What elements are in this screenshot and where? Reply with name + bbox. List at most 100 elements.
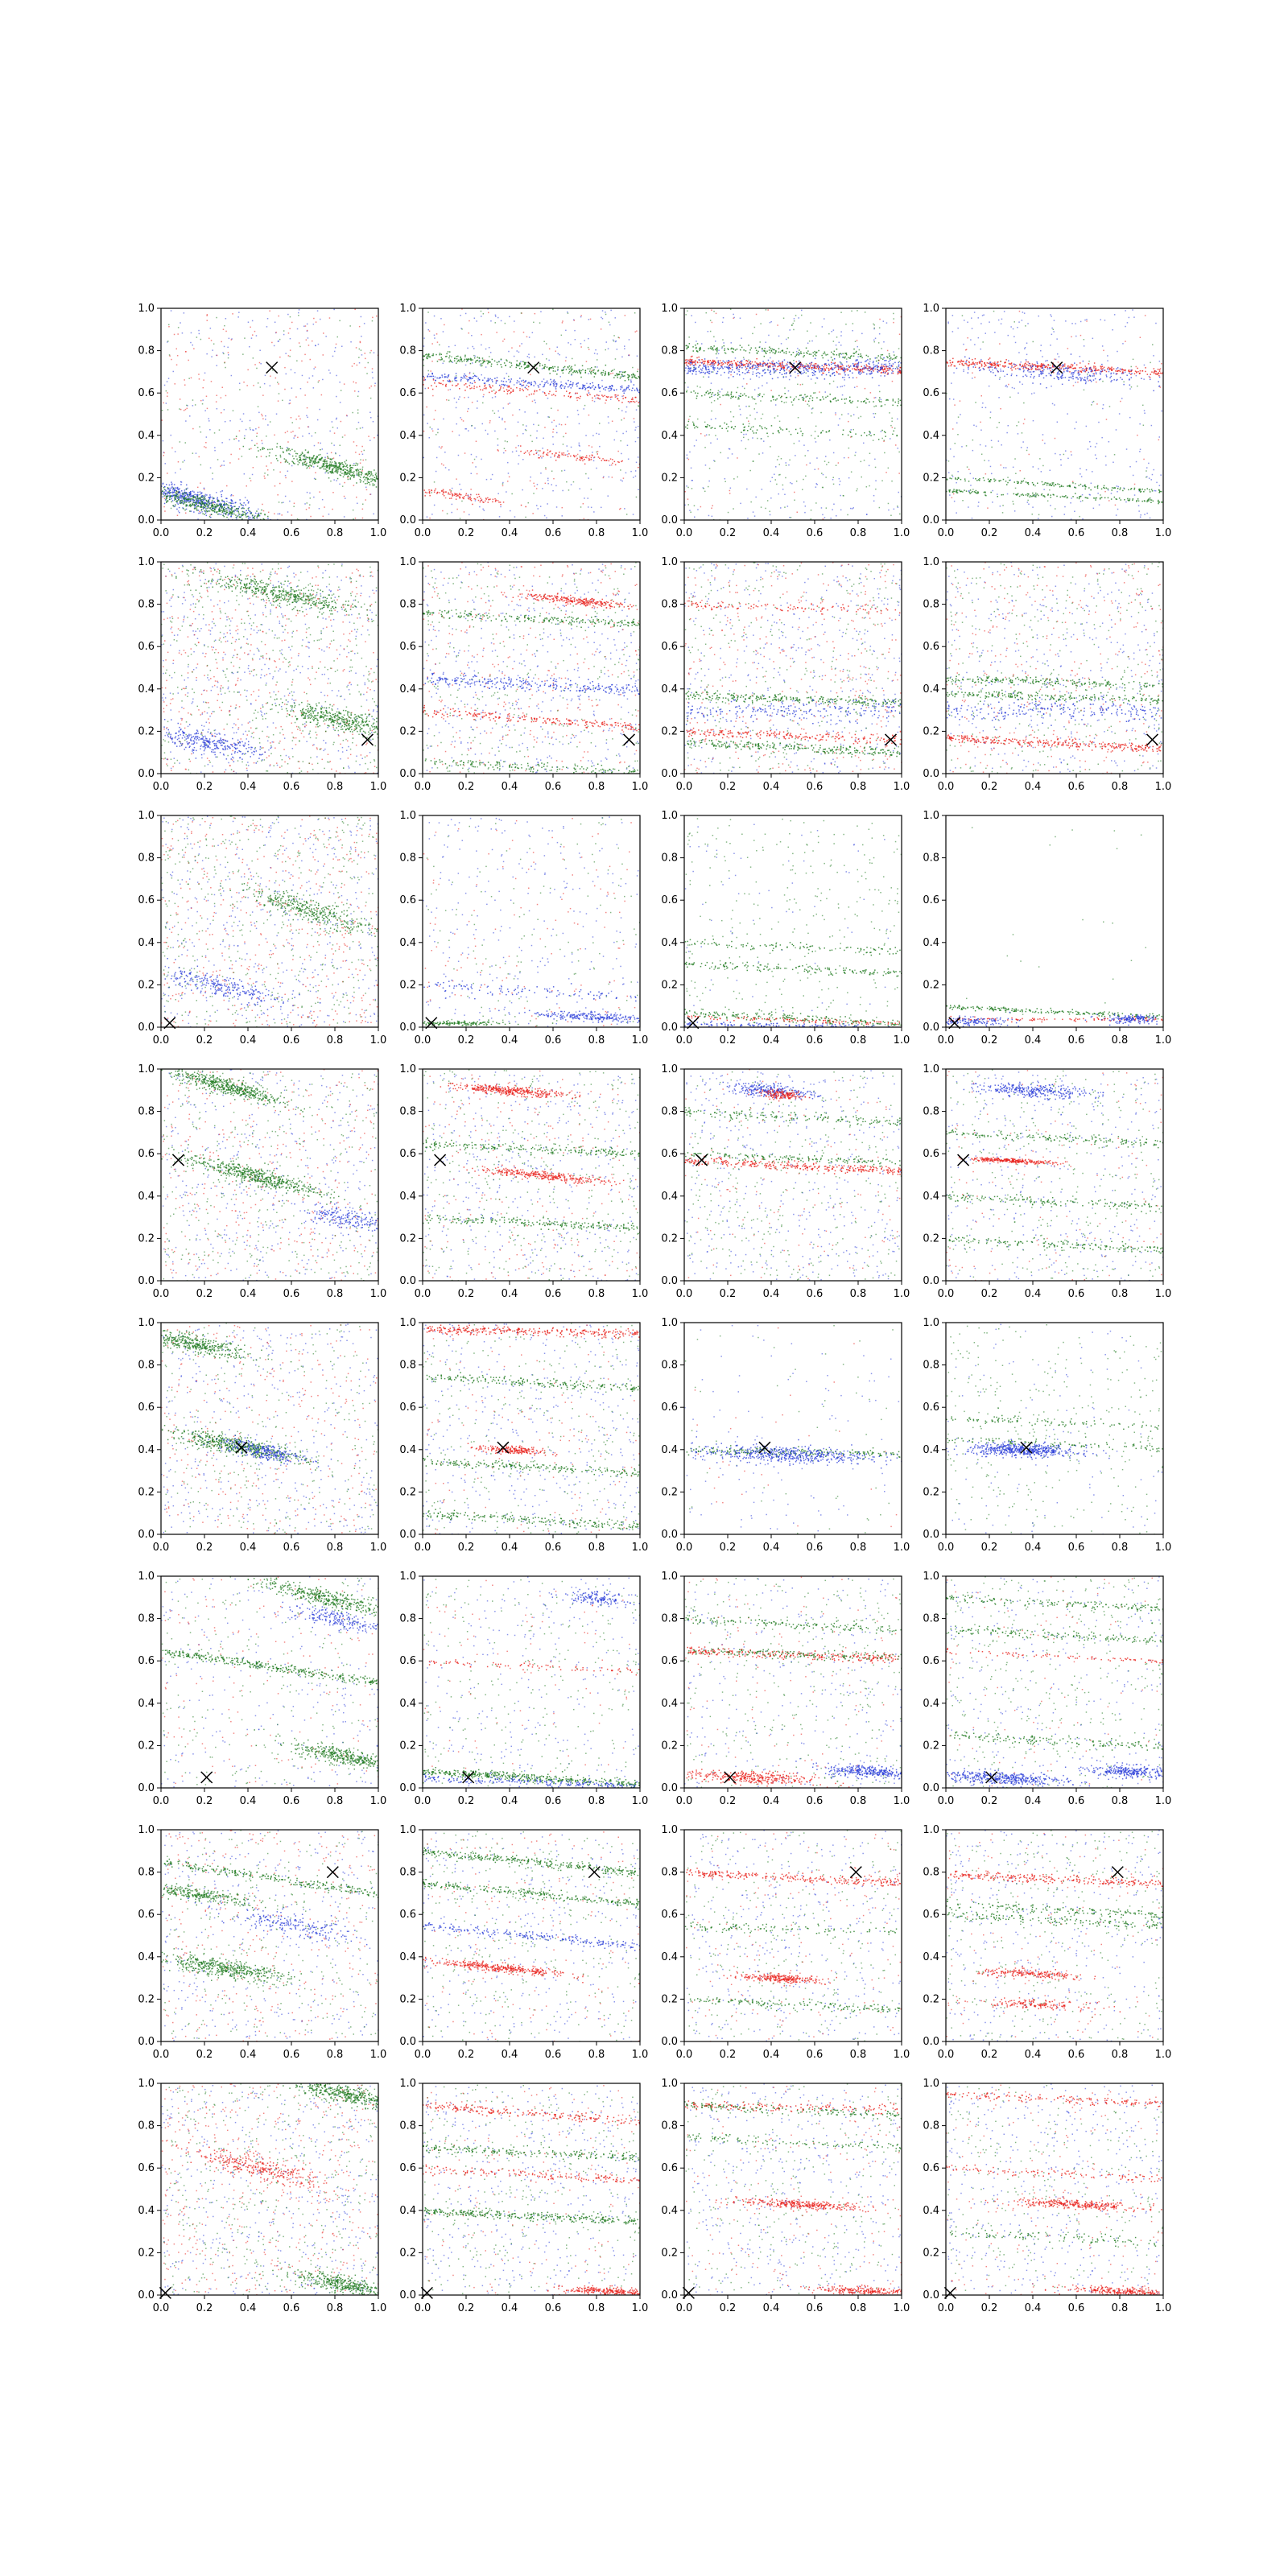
scatter-point	[221, 493, 222, 496]
scatter-point	[231, 507, 233, 509]
scatter-point	[785, 376, 787, 378]
x-tick-label: 1.0	[632, 527, 649, 539]
scatter-point	[507, 481, 509, 482]
scatter-point	[214, 447, 216, 448]
scatter-point	[710, 419, 712, 420]
scatter-point	[774, 371, 776, 373]
scatter-point	[891, 369, 893, 371]
scatter-point	[307, 452, 308, 454]
scatter-point	[741, 360, 742, 362]
scatter-point	[222, 510, 224, 511]
scatter-point	[452, 431, 453, 432]
scatter-point	[746, 383, 748, 385]
scatter-point	[291, 448, 293, 451]
scatter-point	[216, 365, 217, 366]
scatter-point	[489, 384, 490, 386]
scatter-point	[602, 477, 605, 479]
scatter-point	[601, 460, 603, 461]
scatter-point	[204, 502, 205, 503]
scatter-point	[431, 375, 433, 378]
scatter-point	[700, 506, 702, 508]
scatter-point	[819, 368, 822, 369]
scatter-point	[229, 508, 231, 510]
scatter-point	[234, 506, 236, 507]
scatter-point	[213, 510, 216, 513]
scatter-point	[250, 480, 252, 481]
scatter-point	[811, 369, 813, 370]
scatter-point	[713, 460, 715, 461]
scatter-point	[460, 328, 462, 329]
scatter-point	[536, 412, 539, 414]
scatter-point	[350, 474, 352, 477]
scatter-point	[442, 331, 444, 332]
scatter-point	[326, 460, 328, 462]
scatter-point	[167, 492, 170, 493]
scatter-point	[204, 495, 206, 497]
scatter-point	[559, 385, 562, 386]
scatter-point	[508, 350, 510, 353]
scatter-point	[543, 452, 544, 455]
axes-frame	[422, 308, 641, 521]
scatter-point	[455, 378, 456, 379]
scatter-point	[843, 456, 845, 459]
scatter-point	[792, 366, 795, 369]
scatter-point	[460, 419, 463, 421]
scatter-point	[454, 376, 456, 378]
scatter-point	[750, 427, 753, 428]
scatter-point	[887, 373, 890, 375]
scatter-point	[180, 502, 182, 503]
scatter-point	[850, 507, 852, 510]
scatter-point	[738, 365, 740, 367]
scatter-point	[609, 324, 611, 326]
scatter-point	[555, 506, 558, 508]
scatter-point	[874, 365, 876, 368]
scatter-point	[433, 481, 436, 483]
scatter-point	[689, 358, 691, 361]
scatter-point	[833, 367, 836, 369]
scatter-point	[310, 461, 312, 463]
scatter-point	[464, 373, 465, 375]
scatter-point	[176, 496, 178, 498]
scatter-point	[630, 470, 632, 473]
scatter-point	[243, 473, 246, 475]
scatter-point	[305, 339, 308, 341]
scatter-point	[848, 357, 849, 359]
scatter-point	[758, 364, 759, 366]
scatter-point	[605, 371, 606, 373]
scatter-point	[770, 369, 771, 372]
scatter-point	[852, 372, 853, 374]
scatter-point	[209, 514, 211, 516]
scatter-point	[264, 514, 266, 516]
scatter-point	[332, 492, 334, 493]
scatter-point	[200, 510, 203, 511]
scatter-point	[707, 364, 709, 365]
scatter-point	[294, 372, 296, 374]
scatter-point	[304, 353, 306, 356]
scatter-point	[806, 369, 807, 371]
scatter-point	[633, 418, 635, 419]
scatter-point	[840, 366, 841, 368]
scatter-point	[766, 362, 769, 365]
scatter-point	[498, 390, 500, 391]
scatter-point	[543, 437, 544, 440]
scatter-point	[738, 395, 740, 397]
scatter-point	[561, 322, 564, 324]
scatter-point	[476, 493, 477, 496]
y-tick-label: 0.6	[138, 387, 155, 399]
scatter-point	[627, 374, 629, 376]
scatter-point	[329, 466, 331, 468]
scatter-point	[430, 489, 432, 491]
scatter-point	[625, 370, 626, 373]
scatter-point	[755, 349, 758, 352]
scatter-point	[553, 379, 555, 381]
scatter-point	[233, 510, 234, 512]
scatter-point	[618, 374, 621, 375]
scatter-point	[713, 400, 716, 402]
scatter-point	[175, 498, 177, 500]
scatter-point	[717, 361, 719, 364]
scatter-point	[800, 363, 802, 365]
scatter-point	[886, 366, 887, 368]
scatter-point	[564, 395, 565, 397]
scatter-point	[798, 367, 799, 369]
scatter-point	[230, 505, 232, 506]
